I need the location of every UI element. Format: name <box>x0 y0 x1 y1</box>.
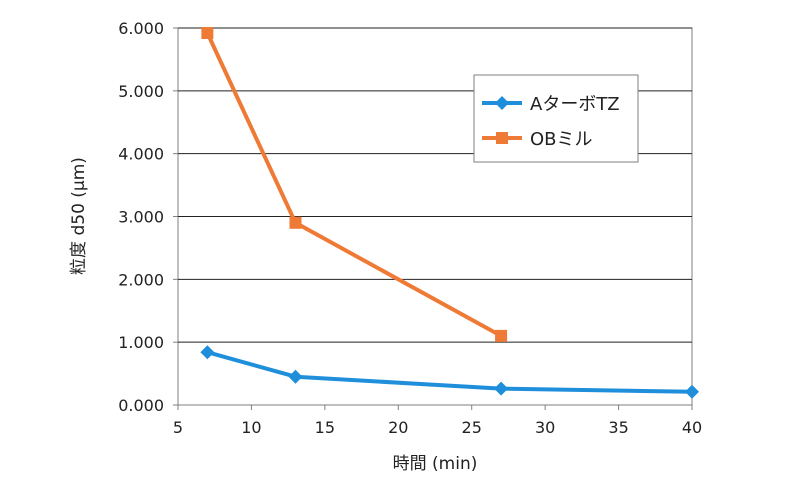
legend-swatch-marker <box>496 132 508 144</box>
data-point <box>495 329 508 342</box>
series-line <box>205 32 503 338</box>
x-axis-ticks: 5 10 15 20 25 30 35 40 <box>173 405 702 437</box>
y-axis-ticks: 0.000 1.000 2.000 3.000 4.000 5.000 6.000 <box>118 19 178 415</box>
data-point <box>288 369 303 384</box>
data-point <box>289 216 302 229</box>
legend-label: OBミル <box>530 129 593 150</box>
x-tick-label: 15 <box>315 418 335 437</box>
series-line <box>206 350 693 394</box>
y-tick-label: 6.000 <box>118 19 164 38</box>
legend-label: AターボTZ <box>530 94 620 115</box>
series-group <box>200 345 699 399</box>
data-point <box>685 384 699 399</box>
legend: AターボTZ OBミル <box>473 74 639 163</box>
data-point <box>200 345 215 360</box>
data-point <box>494 381 509 396</box>
legend-box <box>473 74 639 163</box>
series-layer <box>200 27 699 399</box>
x-tick-label: 30 <box>535 418 555 437</box>
y-tick-label: 5.000 <box>118 82 164 101</box>
legend-swatch-marker <box>495 96 509 110</box>
x-tick-label: 10 <box>241 418 261 437</box>
x-tick-label: 25 <box>462 418 482 437</box>
x-tick-label: 20 <box>388 418 408 437</box>
series-group <box>201 27 508 342</box>
y-tick-label: 1.000 <box>118 333 164 352</box>
y-axis-title: 粒度 d50 (μm) <box>69 157 89 275</box>
y-tick-label: 0.000 <box>118 396 164 415</box>
x-axis-title: 時間 (min) <box>393 454 478 474</box>
x-tick-label: 40 <box>682 418 702 437</box>
y-tick-label: 3.000 <box>118 208 164 227</box>
x-tick-label: 35 <box>608 418 628 437</box>
y-tick-label: 4.000 <box>118 145 164 164</box>
data-point <box>201 27 214 40</box>
x-tick-label: 5 <box>173 418 183 437</box>
y-tick-label: 2.000 <box>118 270 164 289</box>
